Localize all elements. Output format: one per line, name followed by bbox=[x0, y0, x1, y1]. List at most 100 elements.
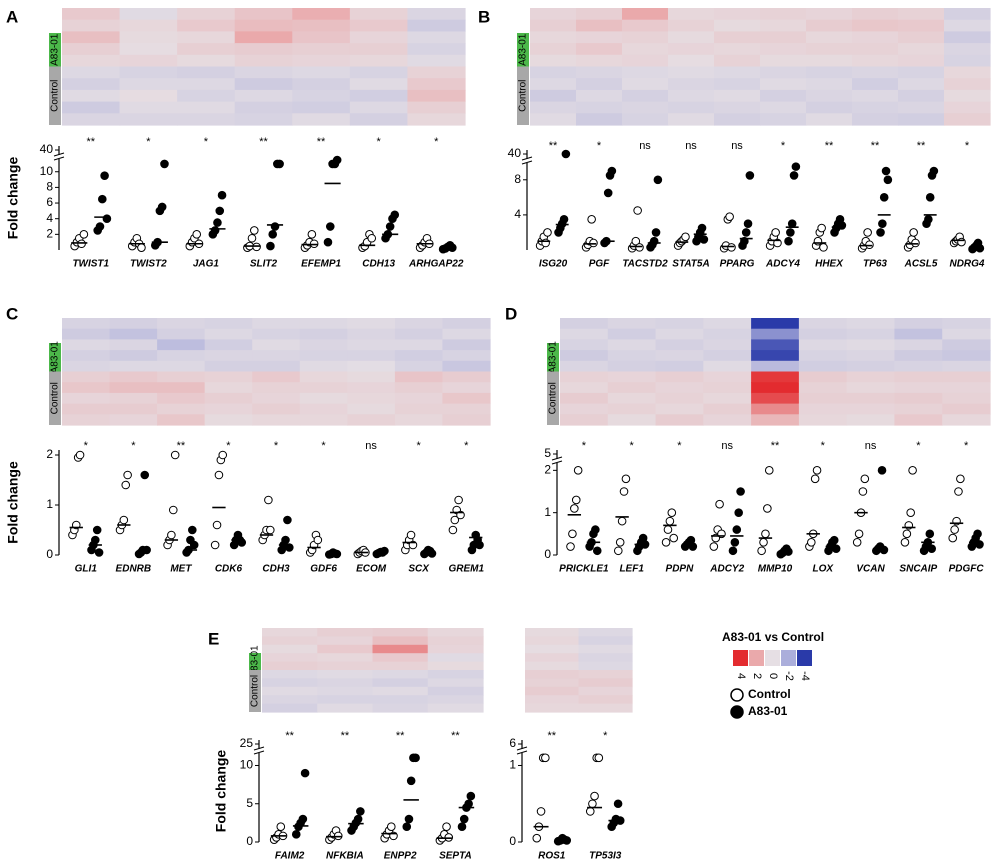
heatmap-cell bbox=[427, 653, 484, 663]
heatmap-cell bbox=[578, 644, 633, 654]
heatmap-cell bbox=[798, 318, 848, 330]
heatmap-cell bbox=[109, 403, 158, 415]
a83-01-point bbox=[332, 155, 342, 165]
a83-01-point bbox=[743, 219, 753, 228]
heatmap-cell bbox=[317, 678, 374, 688]
heatmap-cell bbox=[234, 19, 293, 32]
heatmap-cell bbox=[530, 31, 577, 44]
axis-break-mark bbox=[53, 156, 65, 161]
heatmap-cell bbox=[607, 328, 657, 340]
panel-label: D bbox=[505, 304, 517, 323]
heatmap-cell bbox=[157, 371, 206, 383]
control-point bbox=[276, 822, 286, 831]
row-label-box bbox=[517, 33, 529, 67]
heatmap-cell bbox=[347, 339, 396, 351]
significance: ** bbox=[547, 730, 556, 742]
heatmap-cell bbox=[760, 8, 807, 21]
heatmap-cell bbox=[751, 339, 800, 351]
legend-scale-label: 0 bbox=[767, 673, 779, 679]
a83-01-point bbox=[877, 466, 887, 475]
a83-01-point bbox=[651, 228, 661, 237]
heatmap-cell bbox=[894, 371, 943, 383]
heatmap-cell bbox=[62, 360, 111, 373]
heatmap-cell bbox=[622, 54, 669, 68]
heatmap-cell bbox=[292, 101, 351, 114]
heatmap-cell bbox=[109, 339, 158, 351]
heatmap-cell bbox=[760, 54, 807, 68]
heatmap-cell bbox=[703, 339, 752, 351]
row-label: Control bbox=[518, 80, 529, 112]
heatmap-cell bbox=[177, 101, 236, 114]
significance: * bbox=[821, 440, 826, 452]
significance: * bbox=[321, 440, 326, 452]
a83-01-point bbox=[784, 236, 793, 246]
heatmap-cell bbox=[372, 628, 429, 637]
heatmap-cell bbox=[560, 350, 609, 362]
axis-break-mark bbox=[551, 460, 563, 465]
heatmap-cell bbox=[607, 414, 657, 426]
panel-label: B bbox=[478, 7, 490, 26]
control-point bbox=[860, 474, 870, 484]
heatmap-cell bbox=[898, 31, 945, 44]
heatmap-cell bbox=[394, 403, 444, 415]
heatmap-cell bbox=[252, 350, 301, 362]
y-tick-label: 5 bbox=[246, 796, 253, 810]
heatmap-cell bbox=[62, 8, 121, 21]
heatmap-cell bbox=[806, 54, 853, 68]
heatmap-cell bbox=[234, 113, 293, 126]
gene-label: ENPP2 bbox=[384, 851, 417, 859]
heatmap-cell bbox=[349, 8, 409, 21]
control-point bbox=[587, 214, 596, 224]
heatmap-cell bbox=[760, 19, 807, 32]
control-point bbox=[168, 505, 178, 515]
heatmap-cell bbox=[714, 8, 761, 21]
significance: * bbox=[131, 440, 136, 452]
heatmap-cell bbox=[576, 31, 623, 44]
a83-01-point bbox=[603, 188, 613, 198]
significance: ** bbox=[871, 140, 880, 152]
legend-scale-label: 4 bbox=[735, 673, 747, 679]
y-tick-label: 25 bbox=[240, 736, 254, 750]
heatmap-cell bbox=[109, 318, 158, 330]
heatmap-cell bbox=[407, 54, 466, 68]
control-point bbox=[865, 240, 874, 250]
heatmap-cell bbox=[944, 31, 991, 44]
a83-01-point bbox=[879, 193, 889, 202]
y-tick-label: 8 bbox=[514, 172, 521, 186]
control-point bbox=[594, 753, 604, 763]
gene-label: TP53I3 bbox=[589, 851, 622, 859]
legend-scale-label: -2 bbox=[783, 671, 795, 681]
a83-01-point bbox=[929, 166, 939, 176]
heatmap-cell bbox=[109, 382, 158, 394]
significance: ** bbox=[177, 440, 186, 452]
heatmap-cell bbox=[262, 678, 318, 688]
heatmap-cell bbox=[157, 382, 206, 394]
heatmap-cell bbox=[852, 66, 899, 79]
control-point bbox=[757, 546, 766, 556]
gene-label: STAT5A bbox=[672, 259, 709, 270]
gene-label: NDRG4 bbox=[949, 259, 984, 270]
gene-label: CDH3 bbox=[262, 564, 290, 575]
heatmap-cell bbox=[394, 371, 444, 383]
gene-label: LOX bbox=[812, 564, 834, 575]
heatmap-cell bbox=[942, 382, 991, 394]
heatmap-cell bbox=[578, 653, 633, 663]
control-point bbox=[541, 753, 550, 763]
y-tick-label: 6 bbox=[509, 736, 516, 750]
heatmap-cell bbox=[560, 414, 609, 426]
a83-01-point bbox=[787, 219, 797, 228]
heatmap-cell bbox=[714, 31, 761, 44]
y-axis-label: Fold change bbox=[213, 750, 229, 833]
a83-01-point bbox=[741, 228, 751, 237]
a83-01-point bbox=[878, 219, 887, 228]
heatmap-cell bbox=[109, 328, 158, 340]
control-point bbox=[709, 542, 719, 551]
heatmap-cell bbox=[62, 403, 111, 415]
significance: ** bbox=[549, 140, 558, 152]
heatmap-cell bbox=[806, 31, 853, 44]
heatmap-cell bbox=[109, 414, 158, 426]
legend-marker bbox=[730, 705, 744, 719]
heatmap-cell bbox=[204, 371, 253, 383]
heatmap-cell bbox=[349, 19, 409, 32]
panel-label: E bbox=[208, 629, 219, 648]
